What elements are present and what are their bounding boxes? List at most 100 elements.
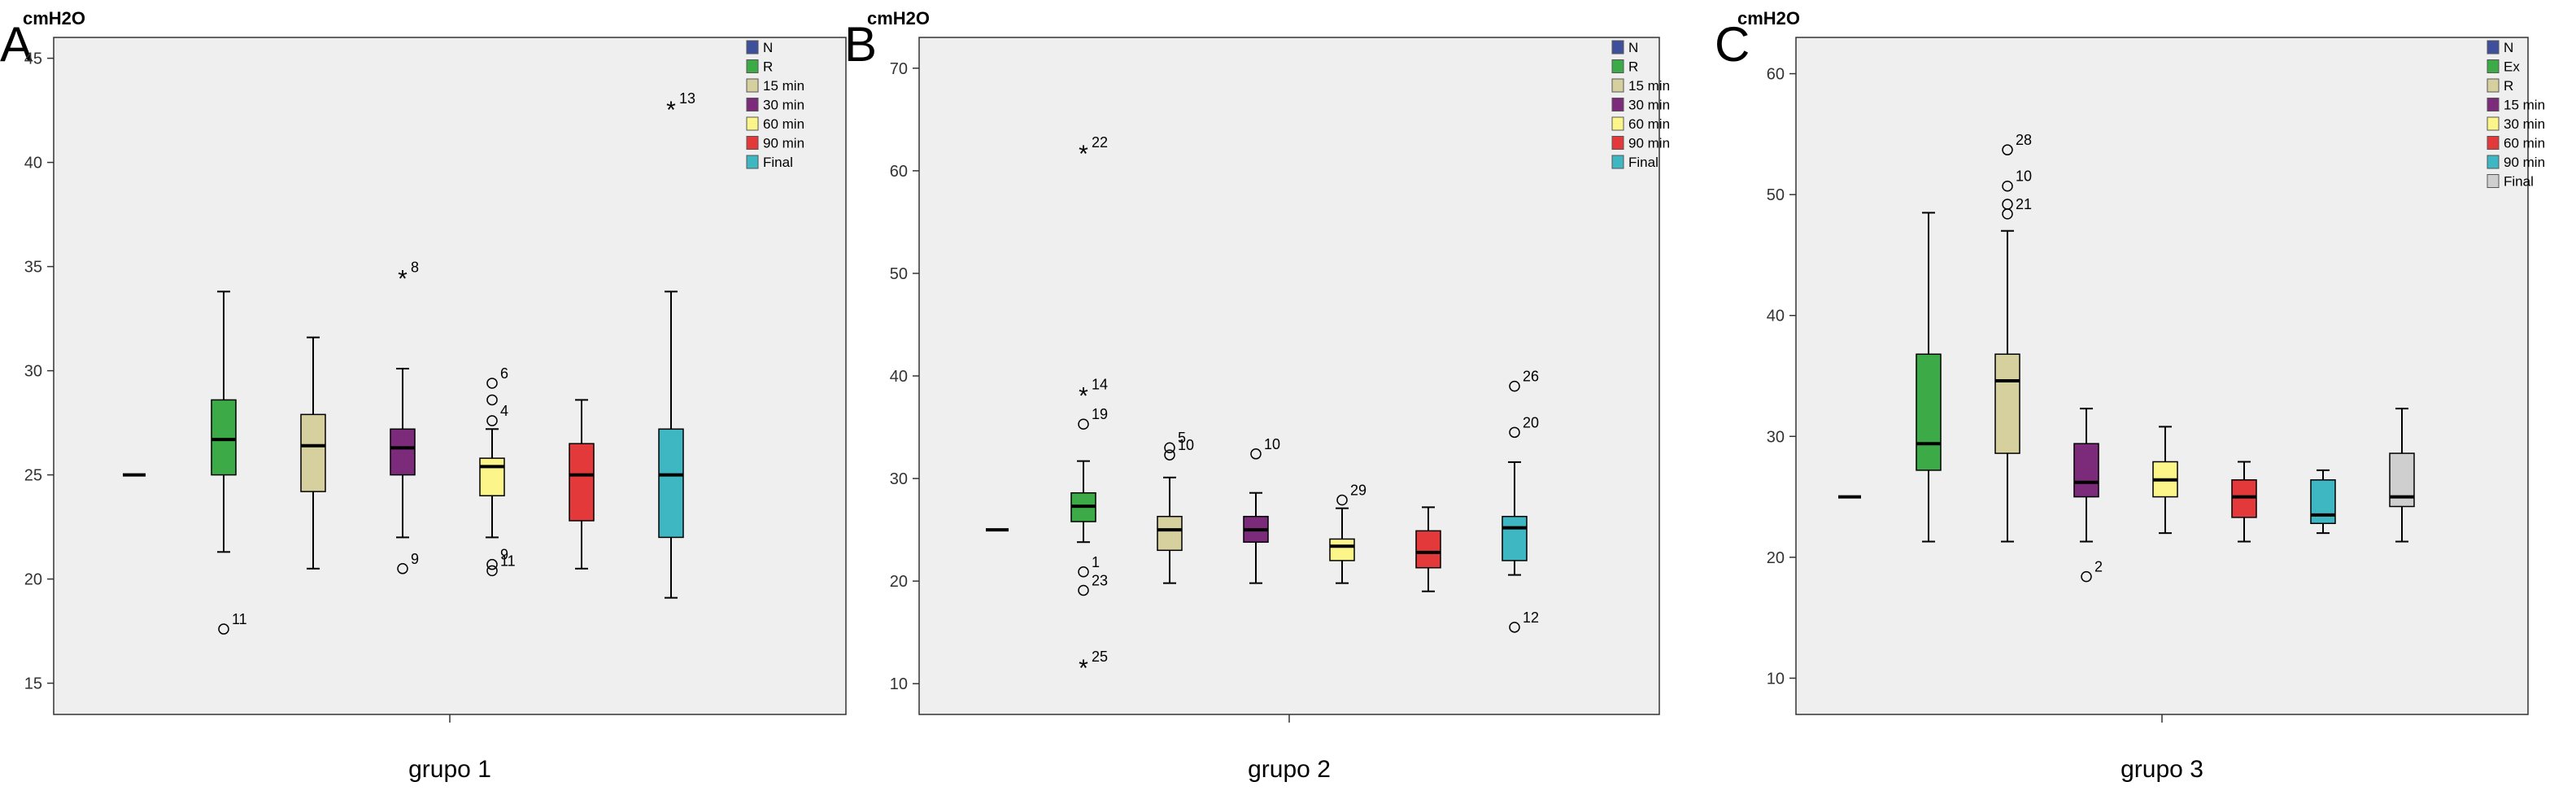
legend-swatch <box>2487 40 2500 55</box>
outlier-point <box>218 623 229 635</box>
box-90-min <box>1415 506 1441 592</box>
outlier-label: 28 <box>2016 132 2032 148</box>
box-15-min <box>300 336 326 570</box>
x-axis-label: grupo 3 <box>2121 756 2203 783</box>
legend-swatch <box>746 155 759 169</box>
legend-swatch <box>2487 98 2500 111</box>
legend-label: R <box>1628 59 1638 75</box>
legend-swatch <box>2487 59 2500 73</box>
legend-swatch <box>746 59 759 73</box>
outlier-point <box>1078 584 1089 596</box>
box-iqr <box>658 428 684 539</box>
outlier-label: 2 <box>2094 559 2103 575</box>
legend-label: 90 min <box>2504 155 2545 170</box>
y-tick-label: 20 <box>890 573 908 591</box>
outlier-star: * <box>398 265 408 292</box>
outlier-star: * <box>1079 141 1088 168</box>
plot-area <box>53 37 847 715</box>
panel-label: C <box>1715 17 1750 72</box>
outlier-point <box>1078 566 1089 578</box>
legend-label: 30 min <box>2504 116 2545 132</box>
outlier-point <box>486 378 498 389</box>
legend-label: N <box>2504 40 2513 55</box>
box-iqr <box>569 443 595 522</box>
outlier-label: 9 <box>411 551 419 567</box>
legend: NR 15 min 30 min 60 min 90 min Final <box>746 40 804 170</box>
legend-swatch <box>1611 40 1624 55</box>
legend-label: 90 min <box>1628 136 1670 151</box>
legend-label: 60 min <box>1628 116 1670 132</box>
legend-swatch <box>1611 59 1624 73</box>
box-15-min: 2 <box>2073 408 2103 583</box>
outlier-label: 22 <box>1092 134 1108 151</box>
y-tick-label: 20 <box>1767 549 1785 567</box>
y-tick-label: 10 <box>890 675 908 693</box>
y-axis-label: cmH2O <box>867 8 930 28</box>
outlier-star: * <box>1079 383 1088 410</box>
outlier-label: 11 <box>232 611 247 627</box>
box-iqr <box>1329 538 1355 561</box>
outlier-point <box>1164 449 1175 461</box>
box-iqr <box>1502 515 1528 561</box>
outlier-label: 23 <box>1092 572 1108 588</box>
legend-label: 15 min <box>1628 78 1670 94</box>
legend-swatch <box>2487 174 2500 188</box>
outlier-point <box>486 415 498 426</box>
outlier-label: 29 <box>1350 483 1366 499</box>
outlier-point <box>1509 380 1520 392</box>
y-tick-label: 25 <box>24 467 42 485</box>
box-iqr <box>1916 353 1942 471</box>
outlier-point <box>1509 622 1520 633</box>
legend-label: 60 min <box>2504 136 2545 151</box>
outlier-point <box>1509 426 1520 439</box>
y-axis-label: cmH2O <box>1737 8 1800 28</box>
y-tick-label: 45 <box>24 50 42 68</box>
legend-label: 30 min <box>763 98 804 113</box>
legend-label: 60 min <box>763 116 804 132</box>
outlier-label: 20 <box>1523 414 1539 430</box>
legend-swatch <box>746 98 759 111</box>
box-iqr <box>479 457 505 496</box>
legend-swatch <box>1611 155 1624 169</box>
outlier-label: 19 <box>1092 406 1108 422</box>
outlier-label: 21 <box>2016 196 2032 212</box>
outlier-label: 9 <box>500 547 508 563</box>
box-30-min: 10 <box>1243 436 1280 584</box>
legend-label: 15 min <box>763 78 804 94</box>
box-iqr <box>2231 479 2257 518</box>
outlier-point <box>1250 448 1262 460</box>
y-tick-label: 50 <box>890 265 908 283</box>
outlier-label: 10 <box>2016 168 2032 185</box>
box-iqr <box>2310 479 2336 525</box>
y-tick-label: 40 <box>890 368 908 386</box>
legend-swatch <box>746 116 759 131</box>
plot-area <box>1795 37 2529 715</box>
legend-label: N <box>1628 40 1638 55</box>
box-r: 28 10 21 <box>1994 132 2032 543</box>
box-iqr <box>300 413 326 492</box>
outlier-point <box>2081 570 2092 583</box>
outlier-label: 10 <box>1264 436 1280 452</box>
legend-label: Ex <box>2504 59 2520 75</box>
y-tick-label: 50 <box>1767 186 1785 204</box>
y-tick-label: 60 <box>890 163 908 181</box>
y-tick-label: 70 <box>890 60 908 78</box>
y-tick-label: 40 <box>24 155 42 173</box>
outlier-label: 14 <box>1092 377 1108 393</box>
legend-label: N <box>763 40 773 55</box>
y-tick-label: 30 <box>1767 428 1785 446</box>
legend-swatch <box>1611 98 1624 111</box>
outlier-point <box>1078 418 1089 430</box>
outlier-point <box>2002 144 2013 155</box>
outlier-star: * <box>1079 655 1088 682</box>
box-iqr <box>1994 353 2020 454</box>
legend-label: Final <box>2504 174 2534 190</box>
box-iqr <box>2389 452 2415 508</box>
box-60-min: 29 <box>1329 483 1366 584</box>
x-axis-label: grupo 2 <box>1248 756 1331 783</box>
outlier-point <box>2002 208 2013 220</box>
